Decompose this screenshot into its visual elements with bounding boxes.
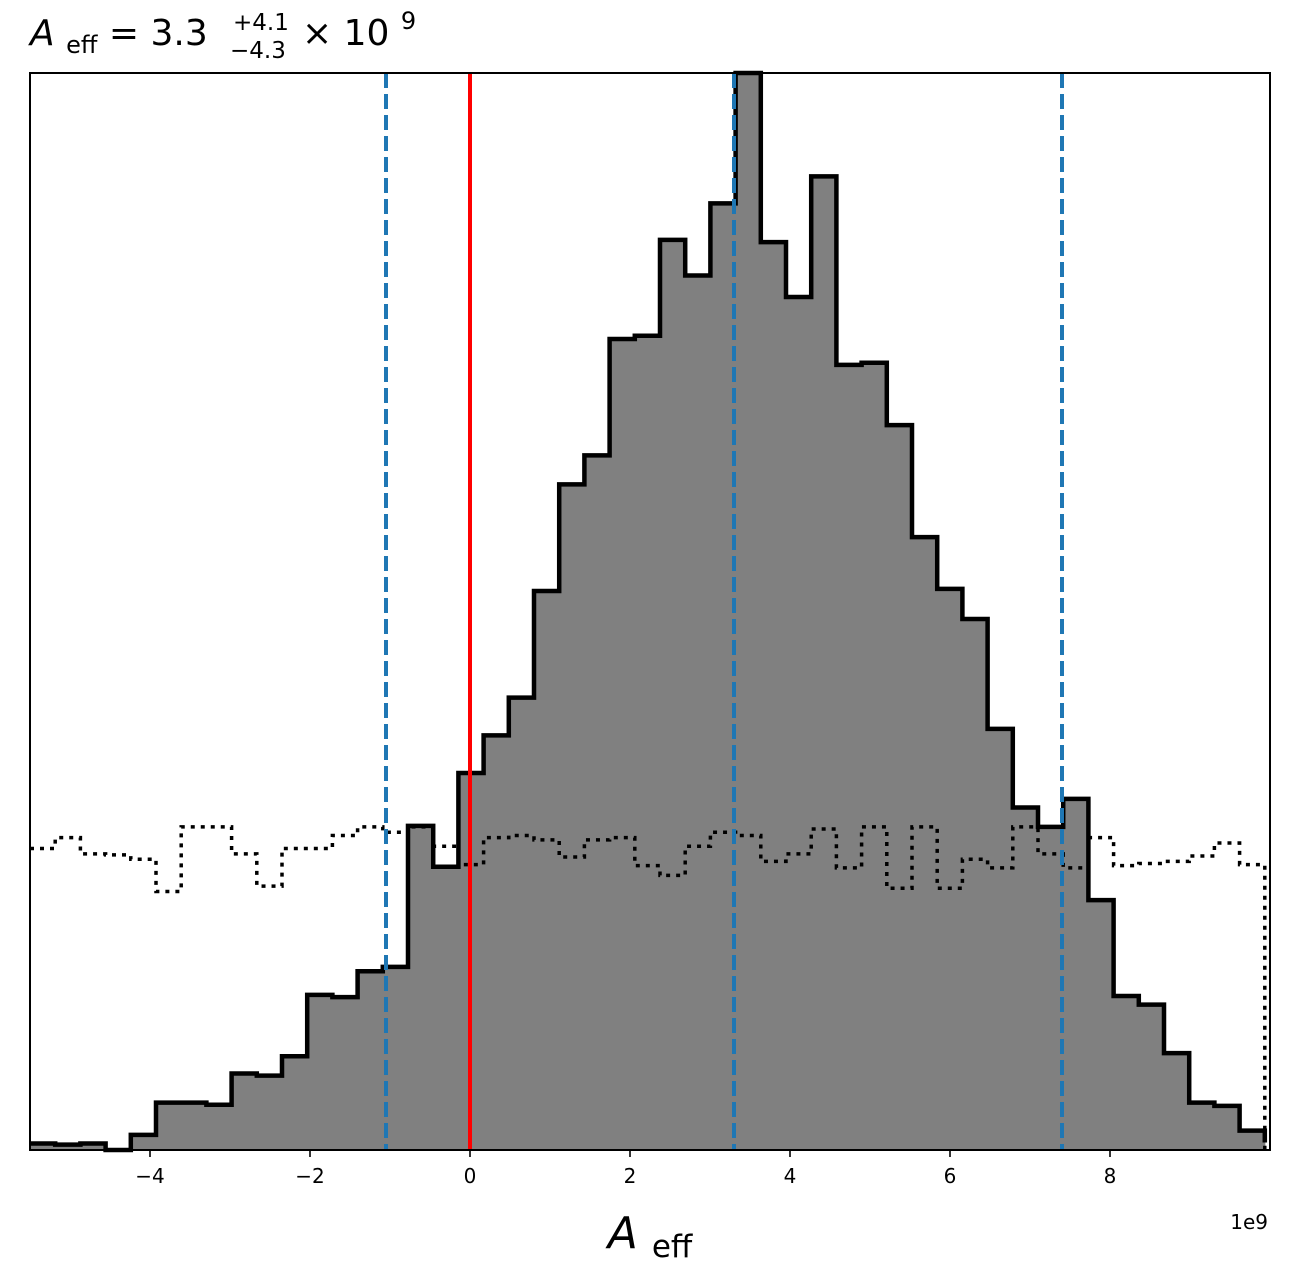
posterior-bar — [357, 971, 384, 1150]
posterior-bar — [231, 1073, 258, 1150]
posterior-bar — [1063, 798, 1089, 1150]
posterior-bar — [987, 728, 1014, 1150]
title-error-minus: −4.3 — [230, 38, 286, 64]
posterior-bar — [156, 1102, 182, 1150]
posterior-bar — [433, 866, 459, 1150]
posterior-bar — [685, 275, 711, 1150]
posterior-bar — [80, 1143, 107, 1150]
posterior-bar — [660, 239, 686, 1150]
x-tick-label: 8 — [1104, 1164, 1117, 1188]
posterior-bar — [307, 994, 333, 1150]
posterior-bar — [408, 825, 434, 1150]
posterior-bar — [786, 297, 812, 1150]
title-symbol: A — [28, 13, 55, 54]
posterior-bar — [1038, 826, 1064, 1150]
x-axis-label-symbol: A — [605, 1208, 638, 1259]
posterior-bar — [584, 455, 611, 1151]
posterior-bar — [1012, 807, 1039, 1150]
posterior-bar — [634, 335, 661, 1151]
title-error-plus: +4.1 — [233, 10, 289, 36]
posterior-bar — [30, 1143, 56, 1150]
posterior-bar — [181, 1102, 207, 1150]
posterior-bar — [534, 591, 560, 1150]
posterior-bar — [912, 537, 938, 1150]
posterior-bar — [735, 73, 762, 1150]
posterior-bar — [55, 1144, 81, 1150]
posterior-bar — [710, 203, 737, 1150]
posterior-bar — [937, 588, 963, 1150]
x-tick-label: 0 — [464, 1164, 477, 1188]
posterior-bar — [1189, 1102, 1215, 1150]
x-tick-label: 2 — [624, 1164, 637, 1188]
posterior-bar — [962, 619, 989, 1150]
title-equals: = — [109, 13, 151, 54]
posterior-bar — [760, 242, 787, 1151]
posterior-bar — [1138, 1004, 1165, 1150]
posterior-bar — [1113, 995, 1140, 1150]
posterior-bar — [861, 362, 888, 1150]
posterior-step-outline — [30, 70, 1268, 1153]
posterior-bar — [282, 1056, 308, 1150]
posterior-bar — [332, 997, 359, 1150]
posterior-bar — [609, 339, 636, 1150]
x-tick-label: 4 — [784, 1164, 797, 1188]
posterior-bar — [508, 697, 535, 1150]
axes-frame — [29, 72, 1271, 1151]
x-axis-label-subscript: eff — [652, 1229, 693, 1265]
posterior-bar — [1214, 1105, 1241, 1150]
x-tick-label: −4 — [135, 1164, 164, 1188]
x-axis-ticks: −4 −2 0 2 4 6 8 — [135, 1150, 1116, 1188]
posterior-bar — [256, 1075, 283, 1150]
posterior-bar — [836, 364, 863, 1150]
posterior-bar — [206, 1104, 233, 1150]
title-times-ten: × 10 — [302, 13, 389, 54]
x-tick-label: −2 — [295, 1164, 324, 1188]
title-exponent: 9 — [401, 7, 416, 35]
posterior-bar — [1239, 1130, 1266, 1150]
plot-area — [30, 70, 1268, 1153]
posterior-bar — [559, 484, 585, 1150]
title-median: 3.3 — [150, 13, 207, 54]
posterior-bar — [811, 176, 837, 1151]
chart-title: A eff = 3.3 — [28, 13, 208, 62]
posterior-bar — [1088, 900, 1115, 1150]
posterior-bar — [1164, 1053, 1190, 1150]
title-times: × 10 9 — [302, 7, 416, 54]
posterior-bar — [886, 425, 913, 1151]
axis-offset-text: 1e9 — [1230, 1210, 1268, 1234]
title-subscript: eff — [66, 31, 98, 59]
prior-step-line — [30, 825, 1267, 1150]
posterior-bar — [130, 1134, 157, 1150]
posterior-bar — [382, 966, 409, 1150]
posterior-bar — [483, 735, 510, 1150]
x-tick-label: 6 — [944, 1164, 957, 1188]
x-axis-label: A eff — [605, 1208, 693, 1265]
